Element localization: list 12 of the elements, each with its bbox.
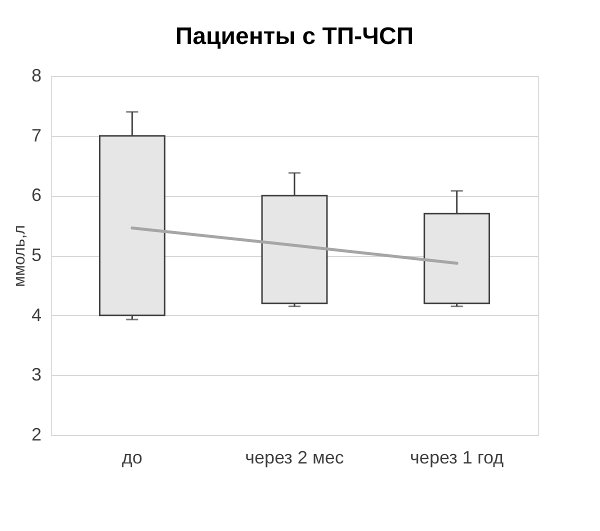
x-tick-label: до [122,448,142,468]
y-axis-title: ммоль,л [11,225,28,287]
y-tick-label: 6 [31,185,42,206]
y-tick-label: 2 [31,424,42,444]
x-tick-label: через 1 год [410,448,504,468]
y-tick-label: 3 [31,364,42,385]
chart-title: Пациенты с ТП-ЧСП [175,23,414,50]
y-tick-label: 7 [31,125,42,146]
y-tick-label: 4 [31,304,42,325]
x-tick-label: через 2 мес [245,448,344,468]
y-tick-label: 5 [31,245,42,265]
y-tick-label: 8 [31,66,42,86]
